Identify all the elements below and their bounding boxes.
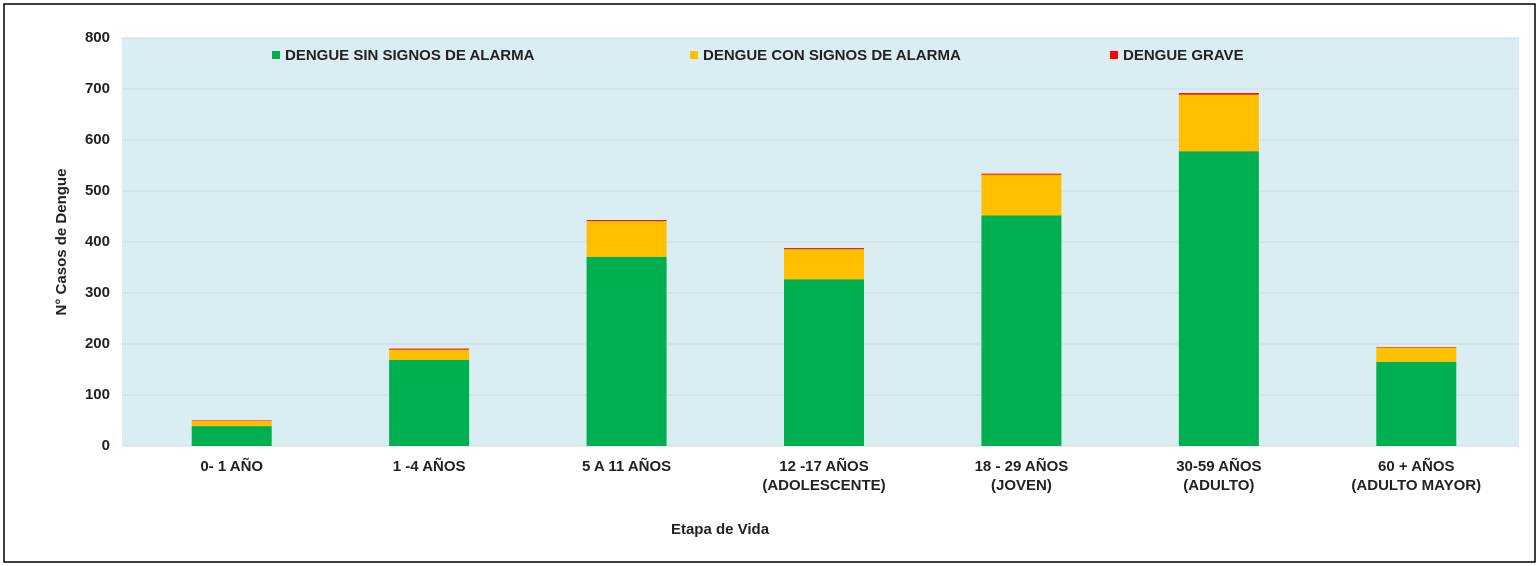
bar-segment: [1178, 93, 1259, 95]
bar-segment: [784, 279, 864, 446]
bar-segment: [1376, 347, 1457, 362]
legend-swatch: [272, 51, 280, 59]
x-tick-label: 60 + AÑOS: [1378, 457, 1455, 475]
y-tick-label: 100: [85, 386, 110, 403]
bar-segment: [981, 173, 1062, 175]
x-tick-label: (JOVEN): [991, 477, 1052, 494]
y-tick-label: 500: [85, 182, 110, 199]
bar-segment: [1178, 94, 1259, 152]
x-tick-label: 30-59 AÑOS: [1176, 457, 1261, 475]
x-tick-label: 1 -4 AÑOS: [393, 457, 466, 475]
bar-segment: [784, 249, 864, 280]
bar-segment: [981, 215, 1062, 446]
x-axis-title: Etapa de Vida: [671, 521, 770, 538]
bar-segment: [586, 221, 667, 257]
x-tick-label: 5 A 11 AÑOS: [582, 457, 671, 475]
y-tick-label: 0: [102, 437, 110, 454]
bar-segment: [586, 220, 667, 222]
x-tick-label: 0- 1 AÑO: [200, 457, 263, 475]
y-tick-label: 200: [85, 335, 110, 352]
bar-segment: [1376, 361, 1457, 446]
bar-segment: [191, 421, 272, 427]
legend-label: DENGUE CON SIGNOS DE ALARMA: [703, 47, 961, 64]
y-tick-label: 700: [85, 80, 110, 97]
bar-segment: [1178, 151, 1259, 446]
bar-segment: [586, 256, 667, 446]
bar-segment: [389, 349, 470, 360]
y-axis-title: N° Casos de Dengue: [53, 169, 70, 316]
y-tick-label: 300: [85, 284, 110, 301]
legend-swatch: [690, 51, 698, 59]
y-tick-label: 800: [85, 29, 110, 46]
bar-segment: [191, 420, 272, 422]
bar-segment: [1376, 347, 1457, 348]
x-tick-label: (ADULTO MAYOR): [1351, 477, 1481, 494]
y-tick-label: 600: [85, 131, 110, 148]
bar-segment: [389, 348, 470, 350]
x-tick-label: 18 - 29 AÑOS: [975, 457, 1069, 475]
bar-segment: [389, 359, 470, 446]
x-tick-label: 12 -17 AÑOS: [779, 457, 868, 475]
legend-label: DENGUE GRAVE: [1123, 47, 1244, 64]
x-tick-label: (ADOLESCENTE): [762, 477, 885, 494]
bar-segment: [191, 426, 272, 446]
legend-swatch: [1110, 51, 1118, 59]
x-tick-label: (ADULTO): [1183, 477, 1254, 494]
legend-label: DENGUE SIN SIGNOS DE ALARMA: [285, 47, 535, 64]
bar-segment: [981, 174, 1062, 216]
y-tick-label: 400: [85, 233, 110, 250]
bar-segment: [784, 248, 864, 250]
